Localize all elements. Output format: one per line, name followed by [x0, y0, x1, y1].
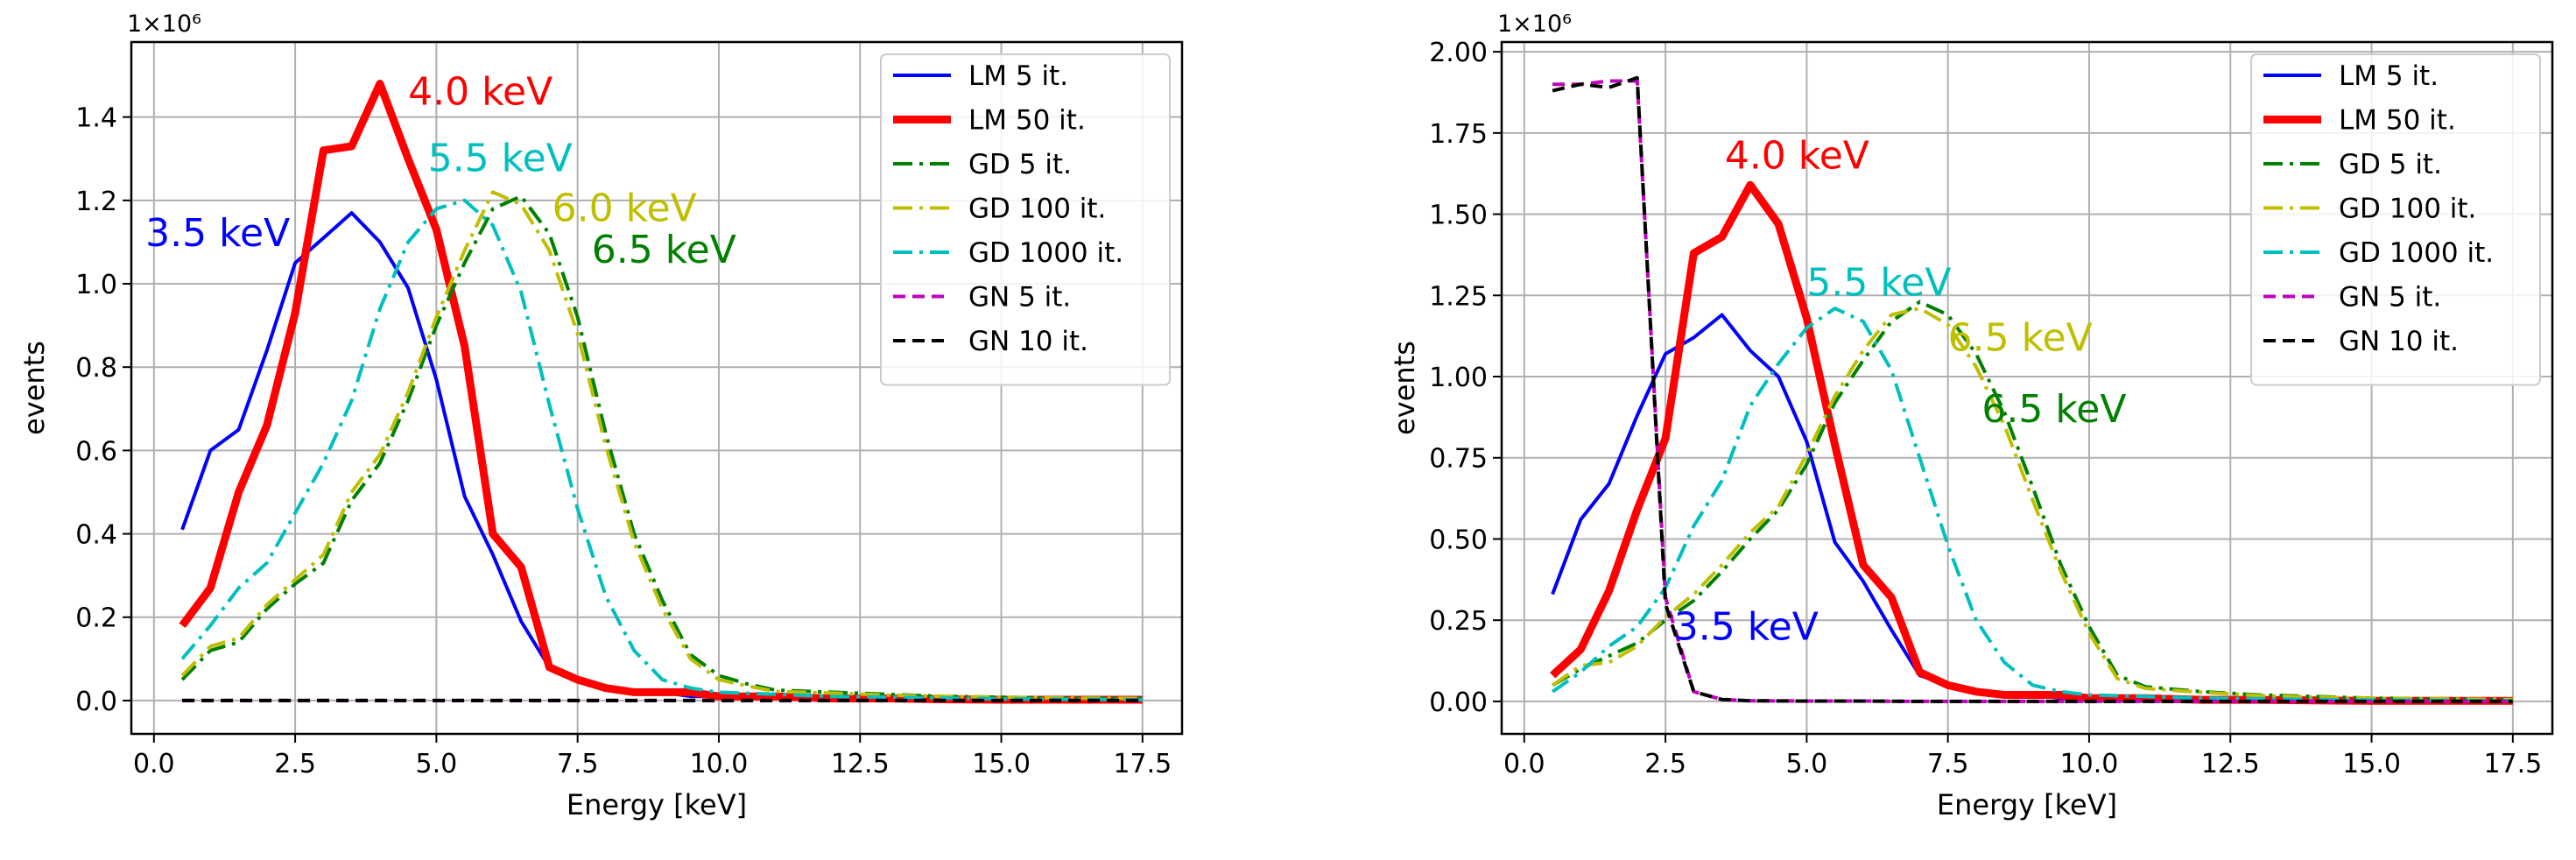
x-tick-label: 12.5	[831, 749, 890, 779]
series-line-gd-100-it	[1551, 307, 2513, 701]
series-line-gd-5-it	[180, 194, 1143, 701]
legend-label: LM 50 it.	[968, 105, 1086, 137]
legend-label: GN 10 it.	[2339, 326, 2459, 357]
legend-label: GD 5 it.	[2339, 149, 2442, 180]
y-tick-label: 0.8	[75, 353, 117, 384]
annotation-label: 3.5 keV	[1674, 604, 1819, 649]
x-tick-label: 12.5	[2201, 749, 2260, 779]
x-tick-label: 5.0	[1786, 749, 1828, 779]
legend-label: GD 100 it.	[968, 194, 1106, 225]
y-tick-label: 2.00	[1429, 38, 1488, 68]
legend-label: LM 5 it.	[968, 60, 1068, 92]
y-tick-label: 1.2	[75, 187, 117, 217]
annotation-label: 5.5 keV	[428, 137, 573, 181]
y-axis-label: events	[1388, 341, 1421, 435]
y-tick-label: 0.00	[1429, 687, 1488, 718]
legend-label: GD 100 it.	[2339, 194, 2476, 225]
y-tick-label: 0.4	[75, 520, 117, 551]
annotation-label: 6.5 keV	[1981, 387, 2126, 432]
y-axis-label: events	[18, 341, 51, 435]
chart-panel-right: 0.0 2.5 5.0 7.5 10.0 12.5 15.0 17.5 0.00 0.25 0.50…	[1388, 11, 2554, 821]
y-offset-text: 1×10⁶	[127, 11, 201, 38]
x-tick-label: 0.0	[1503, 749, 1545, 779]
series-lines	[1550, 75, 2513, 705]
x-axis-label: Energy [keV]	[567, 788, 747, 821]
x-tick-label: 10.0	[690, 749, 749, 779]
series-line-gd-1000-it	[1551, 307, 2513, 703]
y-tick-label: 1.00	[1429, 363, 1488, 393]
y-tick-label: 0.25	[1429, 606, 1488, 637]
legend-label: LM 50 it.	[2339, 105, 2456, 137]
y-tick-label: 1.0	[75, 270, 117, 300]
y-tick-label: 0.75	[1429, 444, 1488, 475]
x-tick-label: 5.0	[416, 749, 458, 779]
legend: LM 5 it. LM 50 it. GD 5 it. GD 100 it. GD 10…	[880, 53, 1171, 386]
axes-frame	[1500, 40, 2554, 736]
legend-box	[2250, 53, 2541, 386]
x-tick-label: 0.0	[133, 749, 175, 779]
series-line-gd-5-it	[1552, 300, 2513, 701]
y-tick-label: 1.75	[1429, 119, 1488, 150]
x-tick-label: 2.5	[1644, 749, 1686, 779]
x-axis-label: Energy [keV]	[1937, 788, 2117, 821]
legend-label: LM 5 it.	[2339, 60, 2439, 92]
y-tick-label: 1.25	[1429, 281, 1488, 312]
y-tick-label: 1.4	[75, 103, 117, 134]
x-tick-label: 10.0	[2060, 749, 2119, 779]
y-tick-label: 0.50	[1429, 525, 1488, 555]
legend-label: GD 1000 it.	[2339, 237, 2494, 269]
y-tick-label: 0.2	[75, 603, 117, 634]
y-tick-label: 0.0	[75, 687, 117, 717]
y-tick-label: 0.6	[75, 436, 117, 467]
legend: LM 5 it. LM 50 it. GD 5 it. GD 100 it. GD 10…	[2250, 53, 2541, 386]
x-tick-label: 7.5	[1927, 749, 1969, 779]
axes-frame	[130, 40, 1184, 736]
x-tick-label: 15.0	[972, 749, 1031, 779]
annotation-label: 4.0 keV	[408, 69, 553, 114]
series-line-gd-1000-it	[180, 198, 1143, 701]
annotation-label: 6.5 keV	[592, 228, 736, 272]
x-tick-label: 15.0	[2342, 749, 2401, 779]
legend-label: GN 10 it.	[968, 326, 1088, 357]
series-lines	[179, 80, 1143, 704]
annotation-label: 5.5 keV	[1806, 260, 1951, 305]
annotation-label: 6.5 keV	[1948, 315, 2093, 360]
chart-panel-left: 0.0 2.5 5.0 7.5 10.0 12.5 15.0 17.5 0.0 0.2 0.4 0.6…	[18, 11, 1184, 821]
legend-label: GN 5 it.	[2339, 282, 2441, 314]
x-tick-label: 2.5	[274, 749, 316, 779]
series-line-gn-10-it	[1552, 75, 2513, 703]
annotation-label: 3.5 keV	[145, 211, 290, 256]
legend-box	[880, 53, 1171, 386]
x-tick-label: 17.5	[2483, 749, 2542, 779]
annotation-label: 4.0 keV	[1725, 134, 1869, 179]
annotation-label: 6.0 keV	[553, 187, 697, 231]
legend-label: GD 5 it.	[968, 149, 1072, 180]
legend-label: GD 1000 it.	[968, 237, 1123, 269]
y-tick-label: 1.50	[1429, 201, 1488, 231]
legend-label: GN 5 it.	[968, 282, 1071, 314]
x-tick-label: 17.5	[1113, 749, 1172, 779]
x-tick-label: 7.5	[557, 749, 599, 779]
y-offset-text: 1×10⁶	[1497, 11, 1572, 38]
